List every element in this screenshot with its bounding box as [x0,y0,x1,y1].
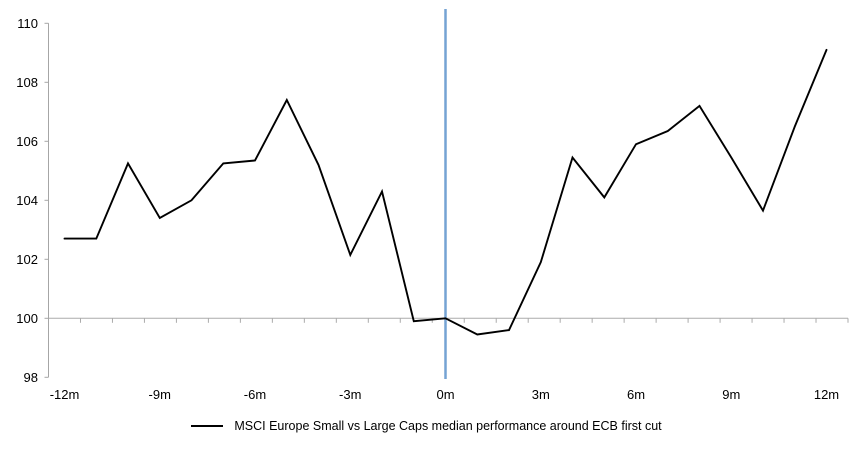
y-axis-label: 102 [16,252,38,267]
y-axis-label: 108 [16,75,38,90]
x-axis-label: 0m [436,387,454,402]
legend-label: MSCI Europe Small vs Large Caps median p… [234,419,662,433]
x-axis-label: 12m [814,387,839,402]
y-axis-label: 98 [24,370,38,385]
x-axis-label: -12m [50,387,80,402]
x-axis-label: 3m [532,387,550,402]
x-axis-label: -6m [244,387,266,402]
x-axis-label: -3m [339,387,361,402]
y-axis-label: 106 [16,134,38,149]
y-axis-label: 100 [16,311,38,326]
x-axis-label: 6m [627,387,645,402]
x-axis-label: -9m [149,387,171,402]
x-axis-label: 9m [722,387,740,402]
y-axis-label: 110 [17,16,38,31]
series-line [63,48,828,336]
y-axis-label: 104 [16,193,38,208]
